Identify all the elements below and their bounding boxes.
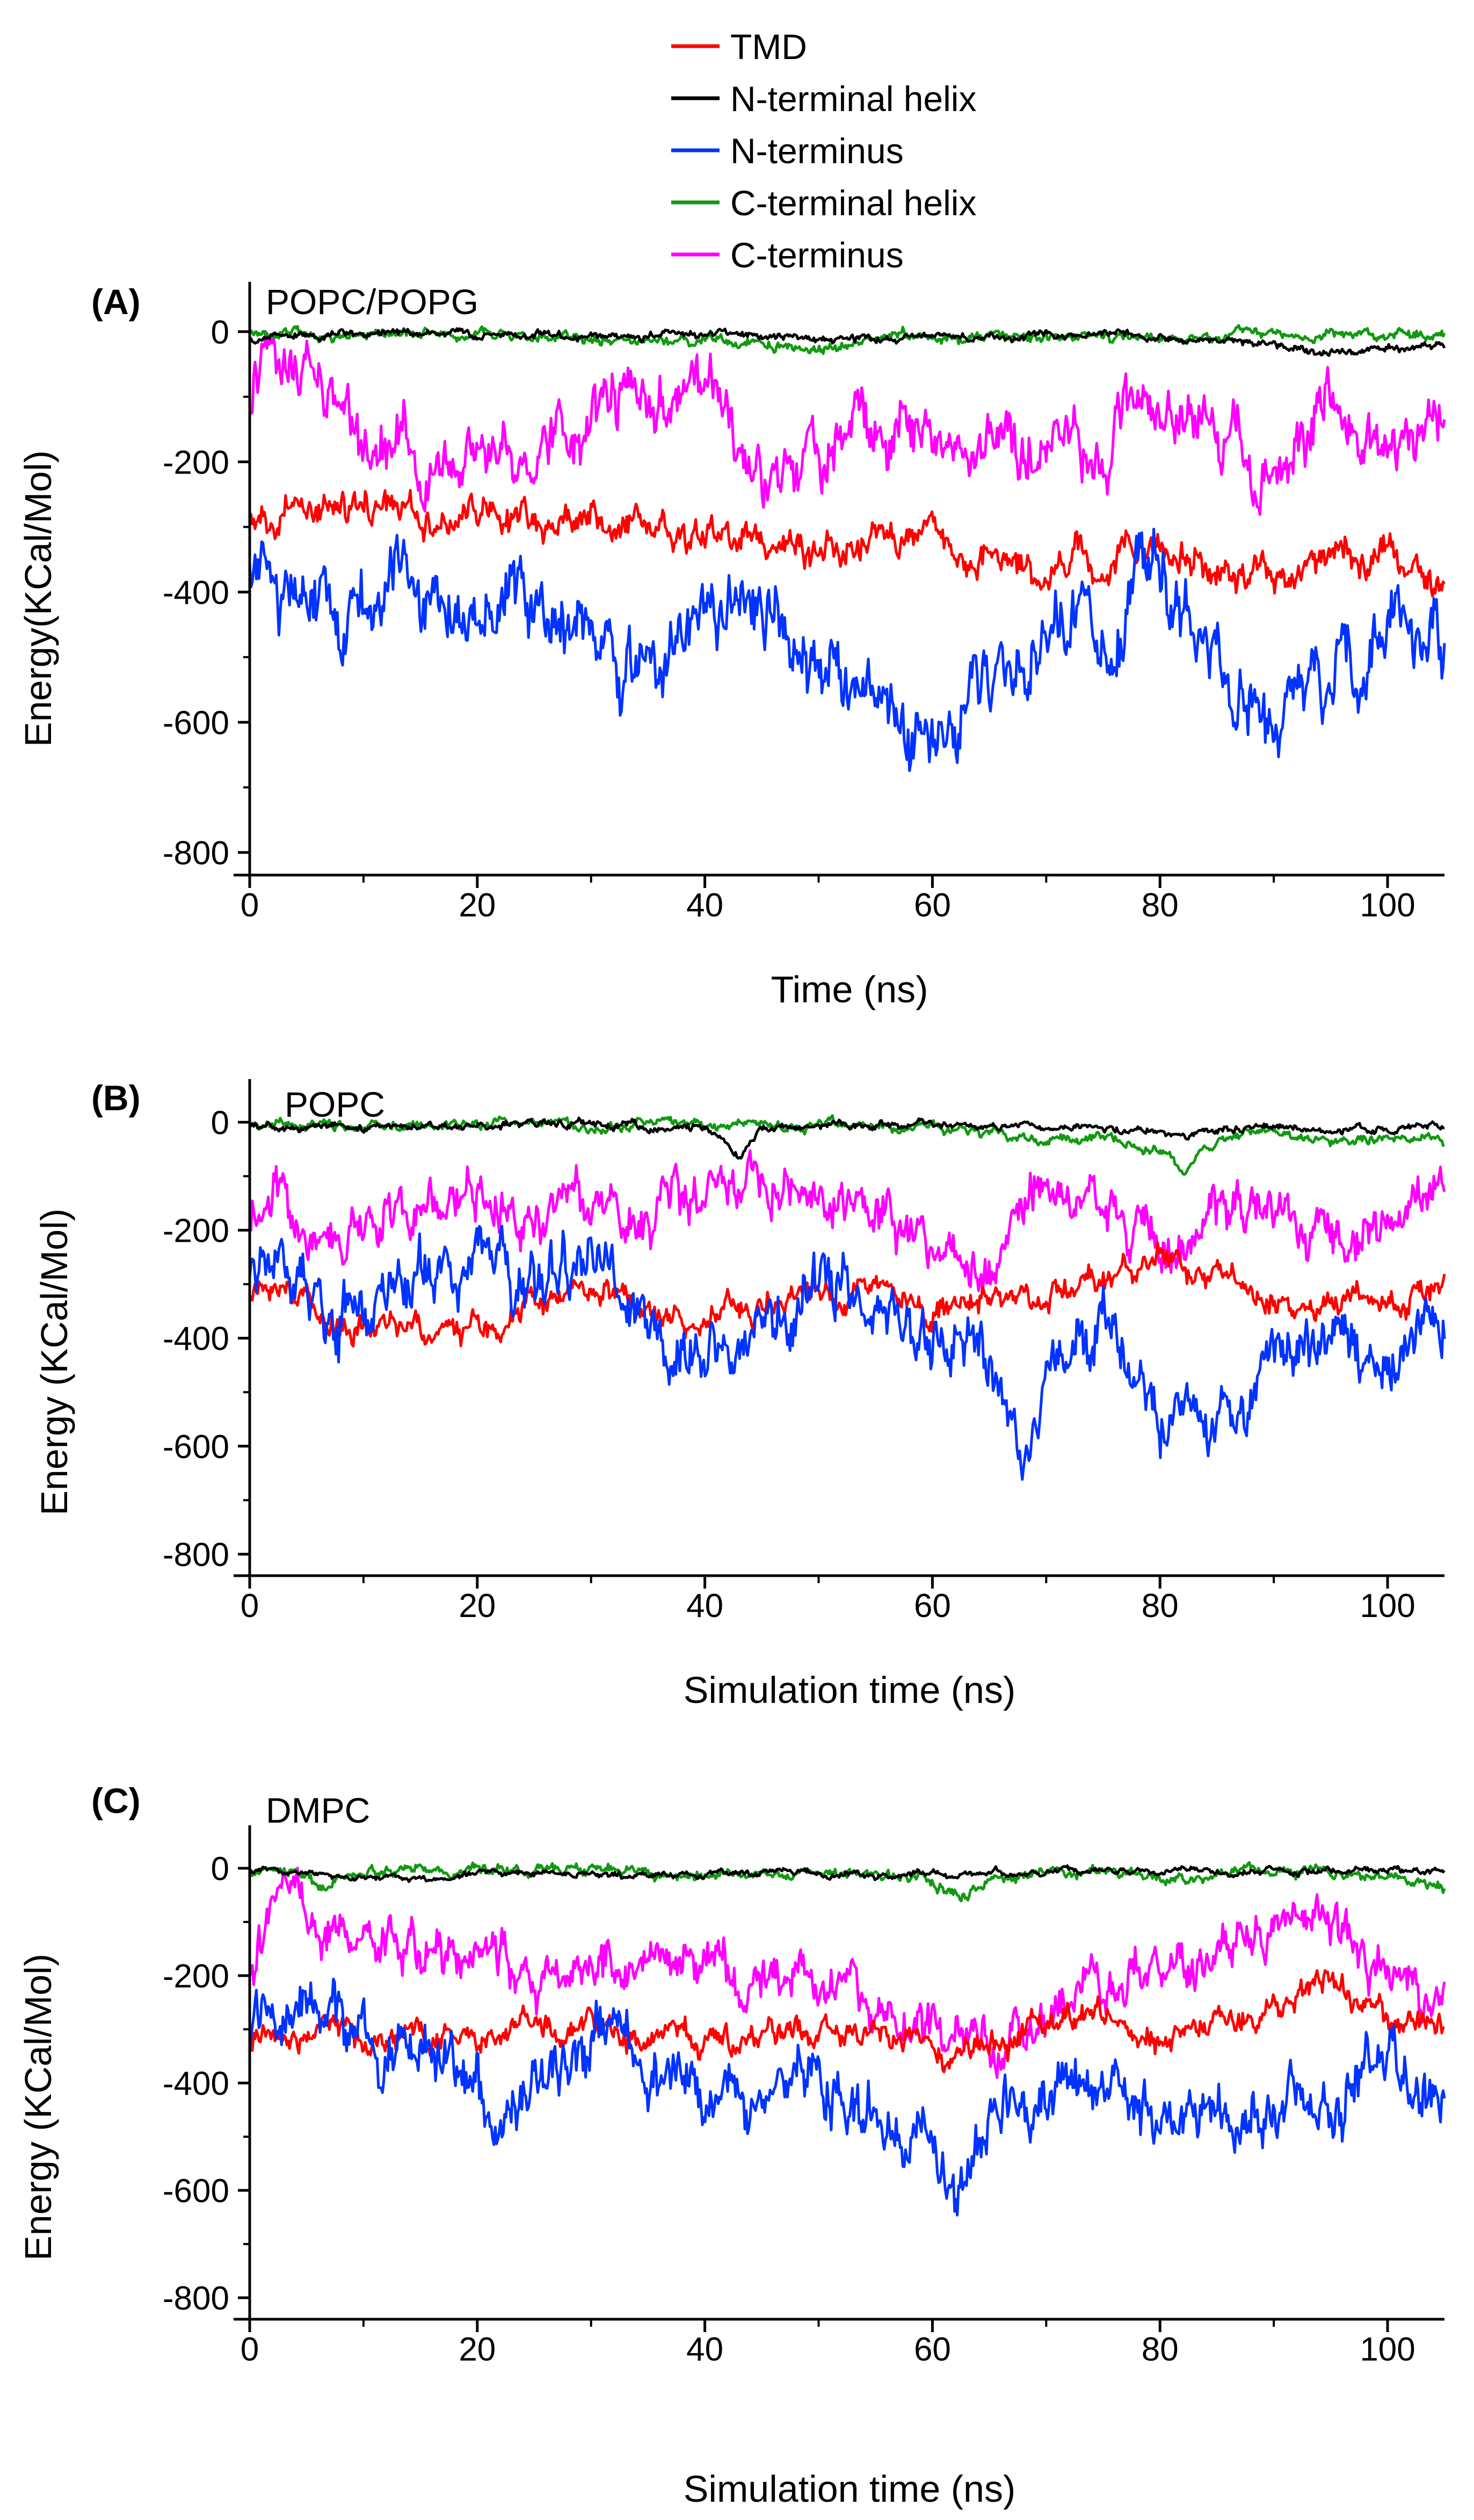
x-axis-title-a: Time (ns)	[771, 968, 928, 1010]
x-tick-label-c: 20	[459, 2331, 496, 2368]
series-line-tmd-b	[248, 1241, 1446, 1348]
x-tick-label-b: 60	[914, 1587, 951, 1625]
y-tick-label-b: -600	[163, 1429, 229, 1466]
legend-entry-c-terminus: C-terminus	[671, 235, 904, 275]
panel-b: (B) POPC Energy (KCal/Mol) Simulation ti…	[33, 1078, 1446, 1711]
x-tick-label-c: 60	[914, 2331, 951, 2368]
x-tick-label-c: 100	[1360, 2331, 1415, 2368]
series-line-c-terminus-b	[248, 1149, 1446, 1295]
x-tick-label-a: 80	[1142, 887, 1179, 924]
x-tick-label-b: 40	[686, 1587, 723, 1625]
x-tick-label-a: 100	[1360, 887, 1415, 924]
y-tick-label-b: -800	[163, 1536, 229, 1574]
x-tick-label-a: 0	[241, 887, 259, 924]
series-line-c-terminus-c	[248, 1867, 1446, 2079]
y-tick-label-c: -800	[163, 2280, 229, 2317]
y-tick-label-c: 0	[211, 1851, 229, 1888]
series-line-tmd-c	[249, 1969, 1445, 2073]
y-tick-label-b: -200	[163, 1212, 229, 1249]
panel-title-c: DMPC	[266, 1790, 370, 1830]
x-tick-label-c: 80	[1142, 2331, 1179, 2368]
x-tick-label-c: 0	[241, 2331, 259, 2368]
panel-title-b: POPC	[285, 1084, 385, 1124]
y-tick-label-a: -400	[163, 574, 229, 611]
series-group-b	[248, 1114, 1446, 1481]
panel-c: (C) DMPC Energy (KCal/Mol) Simulation ti…	[17, 1781, 1446, 2510]
panel-label-a: (A)	[91, 282, 141, 322]
y-axis-title-b: Energy (KCal/Mol)	[33, 1208, 75, 1516]
x-tick-label-b: 100	[1360, 1587, 1415, 1625]
x-axis-title-b: Simulation time (ns)	[684, 1669, 1016, 1711]
legend-label-c-terminus: C-terminus	[730, 235, 904, 275]
legend-entry-n-terminal-helix: N-terminal helix	[671, 79, 976, 119]
legend-label-n-terminal-helix: N-terminal helix	[730, 79, 976, 119]
x-tick-label-c: 40	[686, 2331, 723, 2368]
panel-label-c: (C)	[91, 1781, 141, 1820]
legend-entry-n-terminus: N-terminus	[671, 131, 904, 171]
y-tick-label-a: -800	[163, 835, 229, 872]
y-tick-label-c: -600	[163, 2173, 229, 2210]
y-tick-label-c: -400	[163, 2065, 229, 2102]
panel-label-b: (B)	[91, 1078, 141, 1118]
y-tick-label-a: 0	[211, 314, 229, 351]
legend-label-tmd: TMD	[730, 27, 807, 67]
y-tick-label-a: -200	[163, 444, 229, 481]
y-tick-label-b: -400	[163, 1321, 229, 1358]
legend-label-n-terminus: N-terminus	[730, 131, 904, 171]
y-tick-label-a: -600	[163, 704, 229, 741]
series-line-c-terminal-helix-c	[248, 1861, 1446, 1903]
x-tick-label-b: 0	[241, 1587, 259, 1625]
series-line-c-terminus-a	[249, 330, 1446, 516]
x-tick-label-b: 80	[1142, 1587, 1179, 1625]
x-tick-label-a: 60	[914, 887, 951, 924]
series-line-n-terminal-helix-a	[249, 327, 1446, 357]
y-tick-label-c: -200	[163, 1958, 229, 1995]
series-line-tmd-a	[248, 489, 1446, 598]
x-tick-label-a: 40	[686, 887, 723, 924]
y-tick-label-b: 0	[211, 1104, 229, 1141]
legend-label-c-terminal-helix: C-terminal helix	[730, 183, 976, 223]
y-axis-title-c: Energy (KCal/Mol)	[17, 1954, 59, 2261]
x-tick-label-b: 20	[459, 1587, 496, 1625]
panel-title-a: POPC/POPG	[266, 282, 478, 322]
x-tick-label-a: 20	[459, 887, 496, 924]
x-axis-title-c: Simulation time (ns)	[684, 2468, 1016, 2510]
series-line-n-terminus-a	[248, 528, 1446, 773]
series-line-n-terminal-helix-c	[249, 1864, 1446, 1883]
legend: TMD N-terminal helix N-terminus C-termin…	[671, 27, 976, 275]
series-line-n-terminus-c	[248, 1977, 1446, 2217]
panel-a: (A) POPC/POPG Energy(KCal/Mol) Time (ns)…	[17, 282, 1446, 1010]
series-group-c	[248, 1861, 1446, 2217]
y-axis-title-a: Energy(KCal/Mol)	[17, 450, 59, 747]
legend-entry-tmd: TMD	[671, 27, 807, 67]
series-line-n-terminus-b	[248, 1225, 1446, 1481]
series-group-a	[248, 324, 1446, 773]
series-line-n-terminal-helix-b	[248, 1116, 1444, 1160]
legend-entry-c-terminal-helix: C-terminal helix	[671, 183, 976, 223]
